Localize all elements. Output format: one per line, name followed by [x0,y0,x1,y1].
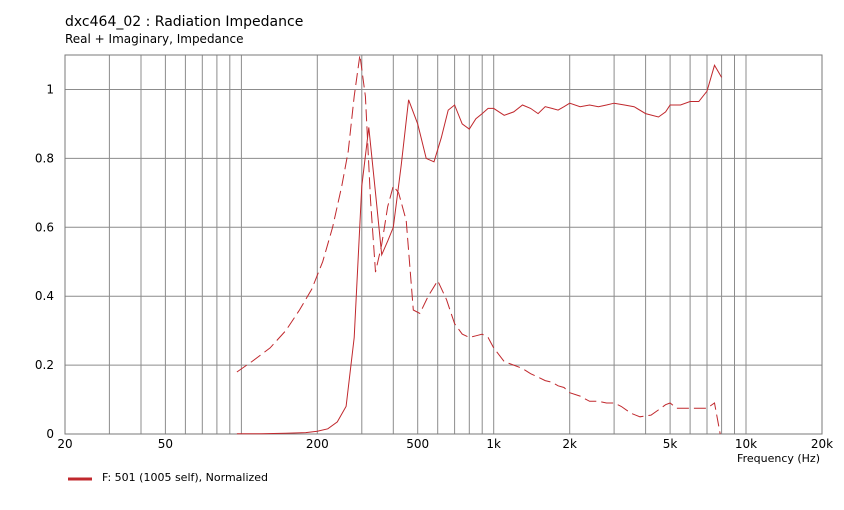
y-tick-label: 0.4 [35,289,54,303]
x-axis-ticks: 20 50 200 500 1k 2k 5k 10k 20k [57,437,833,451]
plot-frame [64,54,823,435]
y-tick-label: 1 [46,83,54,97]
x-tick-label: 20 [57,437,72,451]
x-tick-label: 20k [811,437,833,451]
series-lines [236,54,723,435]
x-tick-label: 5k [663,437,678,451]
legend: F: 501 (1005 self), Normalized [68,471,268,484]
y-tick-label: 0.6 [35,220,54,234]
chart-subtitle: Real + Imaginary, Impedance [65,32,244,46]
grid [64,55,823,435]
x-tick-label: 200 [306,437,329,451]
chart-title: dxc464_02 : Radiation Impedance [65,14,303,30]
x-tick-label: 10k [735,437,757,451]
y-axis-ticks: 0 0.2 0.4 0.6 0.8 1 [35,83,54,442]
y-tick-label: 0 [46,427,54,441]
x-tick-label: 500 [406,437,429,451]
legend-entry-label: F: 501 (1005 self), Normalized [102,471,268,484]
y-tick-label: 0.2 [35,358,54,372]
series-imaginary-line [236,54,721,435]
x-tick-label: 50 [158,437,173,451]
x-tick-label: 2k [562,437,577,451]
x-axis-label: Frequency (Hz) [737,452,820,465]
y-tick-label: 0.8 [35,151,54,165]
series-real-line [236,64,723,435]
x-tick-label: 1k [486,437,501,451]
